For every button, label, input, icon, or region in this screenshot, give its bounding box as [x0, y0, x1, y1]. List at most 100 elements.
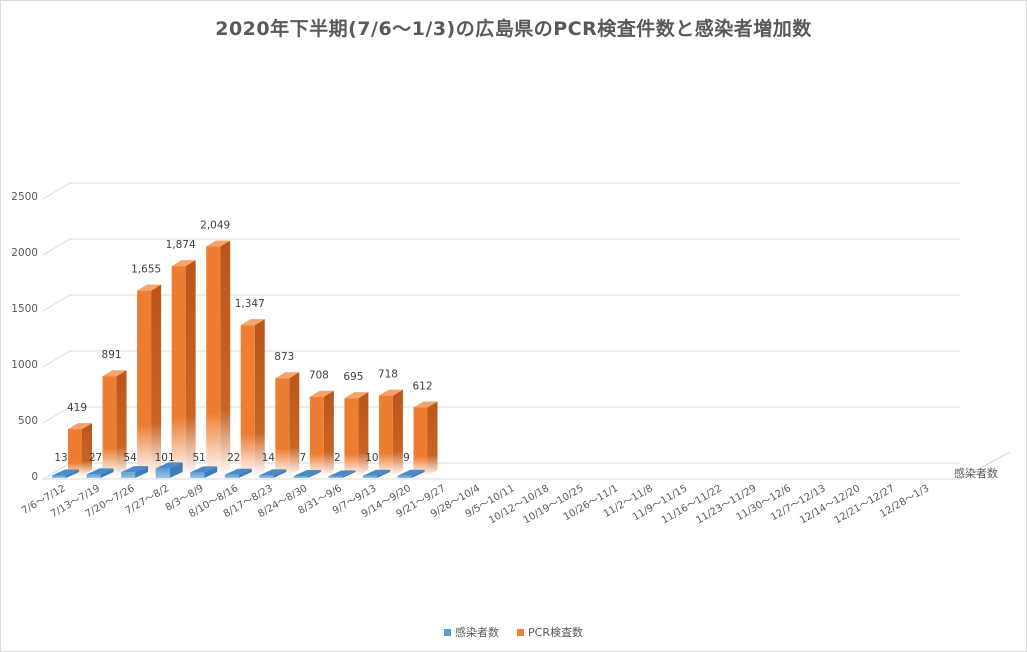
gridline-side [42, 182, 71, 200]
infection-bar [155, 468, 170, 478]
pcr-data-label: 891 [102, 349, 122, 361]
infection-bar-side [66, 469, 79, 478]
infection-bar [121, 472, 136, 478]
legend-label-infections: 感染者数 [455, 626, 500, 639]
infection-bar [86, 474, 101, 478]
infection-bar-top [397, 469, 425, 476]
pcr-data-label: 612 [412, 380, 432, 392]
pcr-data-label: 718 [378, 369, 398, 381]
infection-bar [397, 475, 412, 478]
pcr-bar-side [289, 372, 300, 476]
pcr-bar-side [116, 370, 127, 476]
pcr-bar-top [171, 260, 196, 267]
pcr-bar-top [102, 370, 127, 377]
pcr-bar-top [344, 392, 369, 399]
infection-bar-side [273, 469, 287, 478]
y-tick-label: 1000 [11, 359, 38, 371]
infection-bar-top [86, 468, 114, 475]
infection-bar-side [204, 466, 218, 478]
gridline-side [42, 294, 71, 312]
pcr-data-label: 1,347 [235, 298, 265, 310]
infection-bar-top [362, 469, 390, 476]
depth-axis-label: 感染者数 [954, 466, 998, 480]
infection-bar [224, 474, 239, 478]
legend: 感染者数 PCR検査数 [0, 624, 1027, 640]
infection-data-label: 27 [89, 452, 102, 464]
y-tick-label: 0 [31, 471, 38, 483]
pcr-bar-top [413, 401, 438, 408]
infection-bar-top [224, 468, 252, 475]
pcr-bar [137, 290, 152, 476]
infection-bar [52, 475, 66, 478]
y-tick-label: 1500 [11, 303, 38, 315]
pcr-bar-side [323, 390, 334, 476]
legend-item-infections: 感染者数 [444, 624, 499, 640]
infection-data-label: 51 [193, 452, 206, 464]
pcr-bar [171, 266, 186, 476]
legend-label-pcr: PCR検査数 [528, 626, 583, 639]
gridline-side [42, 406, 71, 424]
pcr-bar-side [185, 260, 196, 476]
pcr-bar-top [240, 319, 265, 326]
pcr-bar-top [378, 389, 403, 396]
pcr-bar [275, 378, 290, 476]
pcr-bar [102, 376, 117, 476]
infection-bar [293, 475, 308, 478]
gridline-side [42, 350, 71, 368]
pcr-bar-side [220, 240, 231, 476]
pcr-bar-side [82, 423, 92, 476]
infection-data-label: 10 [365, 452, 378, 464]
pcr-bar-side [151, 284, 162, 476]
y-tick-label: 2000 [11, 247, 38, 259]
pcr-bar-side [358, 392, 369, 476]
legend-swatch-pcr [517, 628, 525, 636]
pcr-bar-side [427, 401, 438, 476]
infection-data-label: 7 [300, 452, 307, 464]
gridline-side [42, 238, 71, 256]
pcr-data-label: 1,874 [166, 239, 196, 251]
infection-data-label: 2 [334, 452, 341, 464]
floor-depth-line [959, 451, 1011, 480]
pcr-data-label: 873 [274, 351, 294, 363]
pcr-data-label: 1,655 [131, 264, 161, 276]
infection-bar-top [190, 466, 218, 473]
chart-title: 2020年下半期(7/6〜1/3)の広島県のPCR検査件数と感染者増加数 [215, 18, 812, 40]
pcr-bar-top [137, 284, 162, 291]
infection-bar-side [169, 462, 183, 478]
infection-bar-top [121, 466, 149, 473]
pcr-bar [240, 325, 255, 476]
infection-data-label: 101 [155, 452, 175, 464]
pcr-bar-top [206, 240, 231, 247]
pcr-data-label: 2,049 [200, 220, 230, 232]
infection-bar-top [293, 469, 321, 476]
pcr-data-label: 708 [309, 370, 329, 382]
infection-bar-side [342, 470, 356, 478]
infection-bar [259, 475, 274, 478]
infection-bar-side [376, 469, 390, 478]
infection-bar-side [238, 468, 252, 478]
infection-data-label: 14 [262, 452, 276, 464]
infection-bar-side [100, 468, 114, 478]
y-tick-label: 2500 [11, 191, 38, 203]
pcr-bar [309, 396, 324, 476]
y-tick-label: 500 [18, 415, 38, 427]
infection-bar-top [52, 469, 79, 476]
infection-data-label: 54 [123, 452, 137, 464]
infection-bar-side [411, 469, 425, 478]
pcr-bar [378, 395, 393, 476]
legend-item-pcr: PCR検査数 [517, 624, 583, 640]
pcr-data-label: 695 [343, 371, 363, 383]
pcr-bar [413, 407, 428, 476]
infection-bar-side [135, 466, 149, 478]
pcr-bar-top [68, 423, 92, 430]
infection-bar [362, 475, 377, 478]
legend-swatch-infections [444, 628, 452, 636]
pcr-bar-side [254, 319, 265, 476]
pcr-data-label: 419 [67, 402, 87, 414]
pcr-bar [344, 398, 359, 476]
chart-plot: 0 500 1000 1500 2000 2500 感染者数 419 891 1,655 1,874… [11, 182, 1011, 526]
gridline-side [42, 462, 71, 480]
infection-bar-side [307, 469, 321, 478]
infection-bar-top [259, 469, 287, 476]
